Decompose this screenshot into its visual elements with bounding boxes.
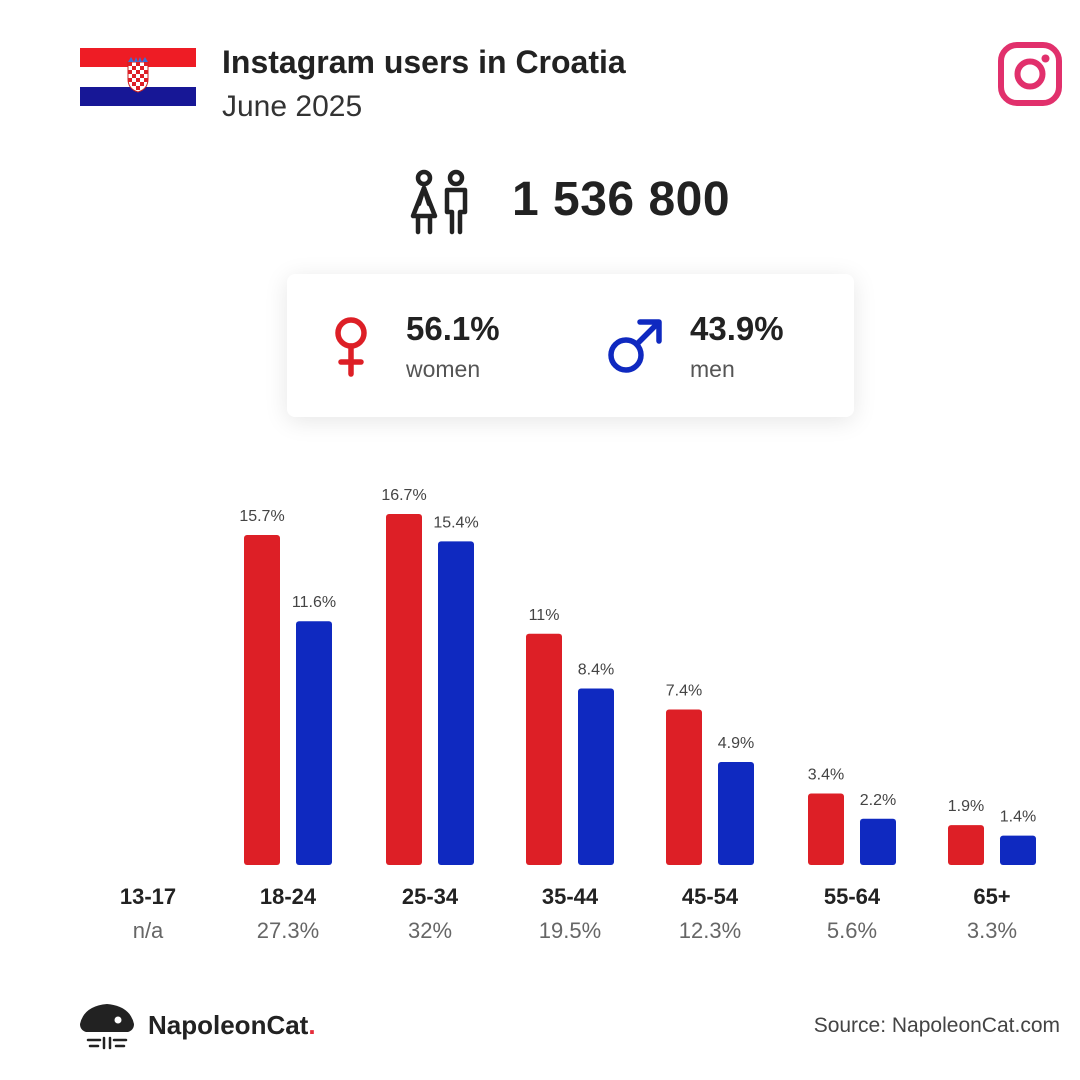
napoleoncat-logo-icon: [80, 1004, 134, 1050]
women-label: women: [406, 356, 481, 382]
bar-men-65+: [1000, 835, 1036, 865]
brand-name: NapoleonCat.: [148, 1010, 316, 1041]
brand-name-text: NapoleonCat: [148, 1010, 309, 1040]
bar-women-45-54: [666, 709, 702, 865]
bar-women-35-44: [526, 633, 562, 865]
age-group-name: 35-44: [541, 884, 599, 909]
page-subtitle: June 2025: [222, 90, 363, 123]
men-label: men: [690, 356, 735, 382]
female-icon: [335, 317, 367, 377]
bar-men-45-54: [718, 762, 754, 865]
bar-value-label: 16.7%: [381, 487, 426, 504]
bar-women-65+: [948, 825, 984, 865]
age-group-name: 65+: [973, 884, 1011, 909]
women-percentage: 56.1%: [406, 310, 500, 347]
bar-value-label: 1.4%: [1000, 809, 1036, 826]
age-group-share: 32%: [407, 918, 453, 943]
bar-value-label: 11.6%: [292, 594, 336, 611]
bar-value-label: 8.4%: [578, 661, 614, 678]
bar-women-18-24: [244, 535, 280, 865]
source-credit: Source: NapoleonCat.com: [813, 1014, 1060, 1037]
age-group-45-54: 45-54 12.3%: [650, 884, 770, 944]
bar-value-label: 15.7%: [239, 508, 284, 525]
age-group-18-24: 18-24 27.3%: [228, 884, 348, 944]
age-group-name: 18-24: [259, 884, 317, 909]
age-group-share: n/a: [132, 918, 164, 943]
age-group-share: 5.6%: [826, 918, 878, 943]
brand-dot: .: [308, 1010, 316, 1040]
bar-value-label: 7.4%: [666, 682, 702, 699]
bar-value-label: 2.2%: [860, 792, 896, 809]
age-group-share: 19.5%: [538, 918, 602, 943]
total-users-count: 1 536 800: [512, 173, 731, 226]
male-icon: [608, 319, 662, 373]
bar-men-35-44: [578, 688, 614, 865]
age-group-65-plus: 65+ 3.3%: [932, 884, 1052, 944]
gender-split-card: [287, 274, 854, 417]
age-group-name: 45-54: [681, 884, 739, 909]
age-group-55-64: 55-64 5.6%: [792, 884, 912, 944]
bar-women-25-34: [386, 514, 422, 865]
age-group-share: 27.3%: [256, 918, 320, 943]
age-group-share: 3.3%: [966, 918, 1018, 943]
age-group-35-44: 35-44 19.5%: [510, 884, 630, 944]
instagram-icon: [998, 42, 1062, 106]
bar-value-label: 3.4%: [808, 767, 844, 784]
croatia-flag-icon: [80, 48, 196, 106]
age-gender-bar-chart: 15.7% 11.6% 16.7% 15.4% 11% 8.4% 7.4% 4.9% 3.4% 2…: [239, 487, 1036, 865]
age-group-name: 25-34: [401, 884, 459, 909]
age-group-13-17: 13-17 n/a: [88, 884, 208, 944]
bar-women-55-64: [808, 793, 844, 865]
men-percentage: 43.9%: [690, 310, 784, 347]
bar-men-18-24: [296, 621, 332, 865]
bar-value-label: 4.9%: [718, 735, 754, 752]
bar-value-label: 11%: [529, 607, 560, 624]
bar-value-label: 1.9%: [948, 798, 984, 815]
age-group-name: 13-17: [119, 884, 177, 909]
bar-value-label: 15.4%: [433, 514, 478, 531]
bar-men-25-34: [438, 541, 474, 865]
users-icon: [410, 169, 468, 235]
age-group-25-34: 25-34 32%: [370, 884, 490, 944]
page-title: Instagram users in Croatia: [222, 44, 626, 80]
bar-men-55-64: [860, 818, 896, 865]
age-group-name: 55-64: [823, 884, 881, 909]
age-group-share: 12.3%: [678, 918, 742, 943]
